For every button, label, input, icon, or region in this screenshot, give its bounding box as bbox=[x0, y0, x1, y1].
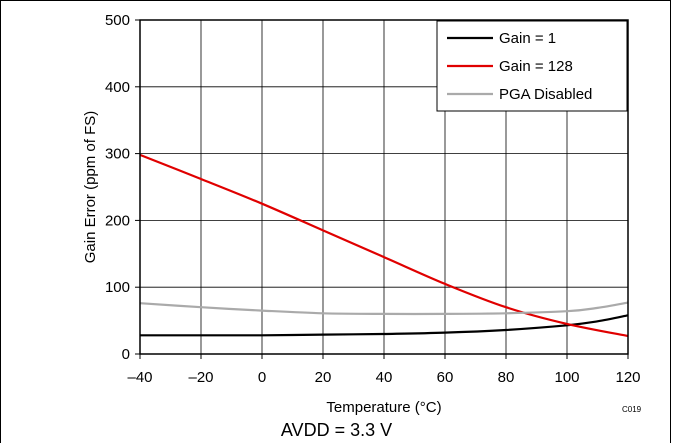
x-tick-label: 60 bbox=[437, 369, 454, 386]
legend-label: Gain = 1 bbox=[499, 30, 556, 47]
y-tick-label: 100 bbox=[105, 279, 130, 296]
y-tick-label: 200 bbox=[105, 212, 130, 229]
caption: AVDD = 3.3 V bbox=[280, 420, 393, 440]
x-tick-label: 0 bbox=[258, 369, 266, 386]
y-tick-label: 300 bbox=[105, 146, 130, 163]
x-tick-label: 120 bbox=[615, 369, 640, 386]
x-axis-label: Temperature (°C) bbox=[326, 399, 441, 416]
x-tick-label: 40 bbox=[376, 369, 393, 386]
series-layer bbox=[139, 153, 629, 338]
series-line-pga-disabled bbox=[139, 301, 629, 316]
legend-label: Gain = 128 bbox=[499, 58, 573, 75]
x-tick-label: –40 bbox=[127, 369, 152, 386]
figure-code: C019 bbox=[622, 405, 642, 414]
x-tick-label: 100 bbox=[554, 369, 579, 386]
y-tick-label: 500 bbox=[105, 12, 130, 29]
y-tick-label: 0 bbox=[122, 346, 130, 363]
tick-labels: –40 –20 0 20 40 60 80 100 120 0 100 200 300 400 500 bbox=[105, 12, 641, 386]
legend: Gain = 1 Gain = 128 PGA Disabled bbox=[436, 20, 628, 112]
x-tick-label: –20 bbox=[188, 369, 213, 386]
x-tick-label: 20 bbox=[315, 369, 332, 386]
x-tick-label: 80 bbox=[498, 369, 515, 386]
y-axis-label: Gain Error (ppm of FS) bbox=[82, 111, 99, 264]
series-line-gain-1 bbox=[140, 314, 629, 337]
y-tick-label: 400 bbox=[105, 79, 130, 96]
legend-label: PGA Disabled bbox=[499, 86, 592, 103]
gain-error-chart: –40 –20 0 20 40 60 80 100 120 0 100 200 300 400 500 Te… bbox=[82, 12, 642, 416]
series-line-gain-128 bbox=[139, 153, 629, 338]
